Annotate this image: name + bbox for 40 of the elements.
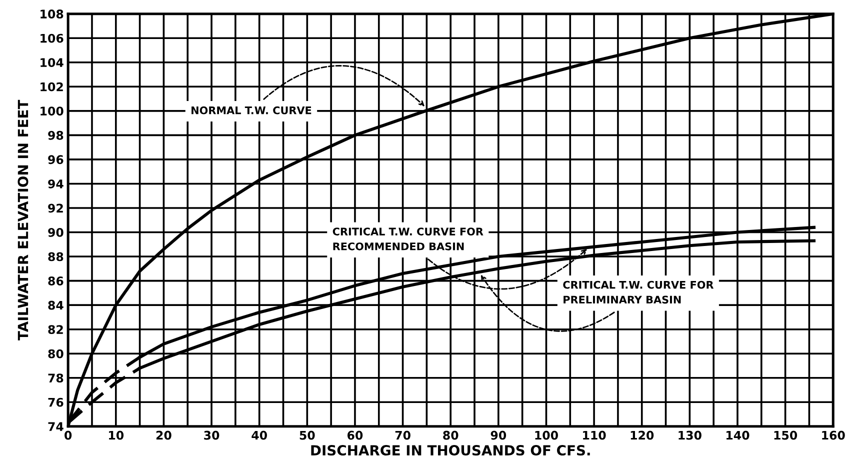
x-tick-label: 110: [583, 430, 606, 440]
x-tick-label: 40: [252, 430, 267, 440]
x-tick-label: 0: [64, 430, 72, 440]
x-tick-label: 50: [300, 430, 315, 440]
annotation: CRITICAL T.W. CURVE FOR PRELIMINARY BASIN: [563, 280, 714, 304]
y-tick-label: 92: [48, 204, 63, 213]
x-tick-label: 30: [204, 430, 220, 440]
x-tick-label: 130: [678, 430, 702, 440]
x-tick-label: 140: [726, 430, 750, 440]
y-tick-label: 100: [40, 106, 64, 116]
y-tick-label: 108: [40, 10, 64, 18]
annotation: NORMAL T.W. CURVE: [192, 106, 312, 114]
y-tick-label: 80: [48, 349, 64, 358]
x-tick-label: 120: [630, 430, 654, 440]
y-tick-label: 94: [48, 179, 64, 188]
x-tick-label: 160: [822, 430, 845, 440]
y-tick-label: 86: [48, 276, 64, 286]
x-tick-label: 80: [443, 430, 458, 440]
y-tick-label: 76: [48, 398, 64, 407]
y-tick-label: 104: [40, 58, 64, 68]
y-tick-label: 78: [48, 374, 64, 383]
y-tick-label: 106: [40, 34, 64, 43]
x-tick-label: 10: [109, 430, 124, 440]
x-tick-label: 20: [156, 430, 172, 440]
x-tick-label: 90: [490, 430, 506, 440]
x-tick-label: 150: [774, 430, 798, 440]
x-axis-title: DISCHARGE IN THOUSANDS OF CFS.: [311, 445, 590, 456]
y-tick-label: 74: [48, 422, 64, 431]
y-tick-label: 96: [48, 155, 64, 164]
y-axis-title: TAILWATER ELEVATION IN FEET: [18, 100, 28, 340]
x-tick-label: 100: [535, 430, 558, 440]
y-tick-label: 84: [48, 300, 64, 310]
annotation: CRITICAL T.W. CURVE FOR RECOMMENDED BASIN: [332, 228, 484, 250]
x-tick-label: 70: [395, 430, 410, 440]
y-tick-label: 82: [48, 325, 63, 334]
y-tick-label: 102: [40, 82, 63, 92]
y-tick-label: 90: [48, 228, 64, 237]
y-tick-label: 88: [48, 252, 64, 262]
x-tick-label: 60: [347, 430, 363, 440]
y-tick-label: 98: [48, 130, 64, 140]
